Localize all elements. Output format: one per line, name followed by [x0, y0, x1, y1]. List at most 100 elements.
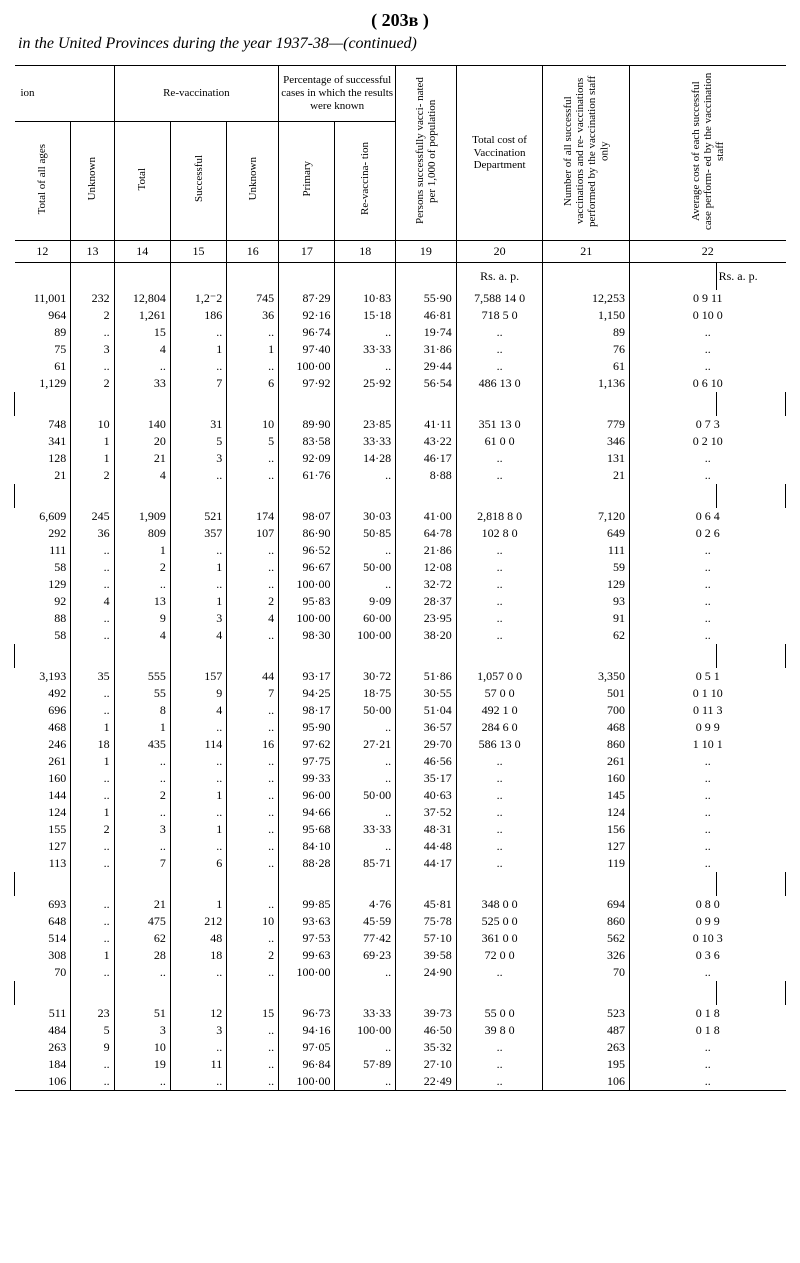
table-cell: 97·92	[279, 375, 335, 392]
colnum: 22	[630, 240, 786, 262]
table-cell: 0 6 10	[630, 375, 786, 392]
table-cell: ..	[71, 913, 114, 930]
table-cell: 48·31	[396, 821, 457, 838]
table-cell: 95·68	[279, 821, 335, 838]
table-cell: ..	[227, 1056, 279, 1073]
table-cell: ..	[630, 341, 786, 358]
table-cell: 12	[170, 1005, 226, 1022]
table-cell: ..	[335, 1039, 396, 1056]
table-cell: 39·58	[396, 947, 457, 964]
table-cell: 98·17	[279, 702, 335, 719]
table-row: 2124....61·76..8·88..21..	[15, 467, 786, 484]
table-cell: 5	[71, 1022, 114, 1039]
table-row: 74810140311089·9023·8541·11351 13 07790 …	[15, 416, 786, 433]
table-cell: ..	[227, 770, 279, 787]
table-cell: ..	[170, 467, 226, 484]
table-cell: 64·78	[396, 525, 457, 542]
table-cell: 37·52	[396, 804, 457, 821]
table-cell: 3	[170, 1022, 226, 1039]
table-cell: 20	[114, 433, 170, 450]
table-cell: ..	[630, 627, 786, 644]
table-cell: ..	[71, 324, 114, 341]
table-cell: 99·85	[279, 896, 335, 913]
table-cell: ..	[170, 358, 226, 375]
table-cell: ..	[456, 559, 543, 576]
table-cell: 36	[227, 307, 279, 324]
table-cell: 29·70	[396, 736, 457, 753]
table-cell: 1	[71, 753, 114, 770]
header-revaccination: Re-vaccination	[114, 66, 279, 122]
table-cell: 19	[114, 1056, 170, 1073]
table-cell: ..	[71, 559, 114, 576]
table-cell: ..	[114, 576, 170, 593]
table-cell: 468	[543, 719, 630, 736]
table-row: 2611......97·75..46·56..261..	[15, 753, 786, 770]
header-unknown-2: Unknown	[227, 121, 279, 240]
table-cell: 21	[15, 467, 71, 484]
table-cell: ..	[335, 719, 396, 736]
table-cell: 89·90	[279, 416, 335, 433]
table-cell: 157	[170, 668, 226, 685]
table-cell: 61	[15, 358, 71, 375]
table-cell: 809	[114, 525, 170, 542]
table-cell: 129	[543, 576, 630, 593]
table-cell: 100·00	[279, 358, 335, 375]
table-cell: ..	[630, 1039, 786, 1056]
table-cell: 1	[170, 341, 226, 358]
table-cell: 3,193	[15, 668, 71, 685]
table-cell: 30·72	[335, 668, 396, 685]
table-cell: 11,001	[15, 290, 71, 307]
table-cell: 75·78	[396, 913, 457, 930]
table-cell: 145	[543, 787, 630, 804]
table-row: 46811....95·90..36·57284 6 04680 9 9	[15, 719, 786, 736]
table-cell: 106	[15, 1073, 71, 1091]
table-cell: 4	[170, 627, 226, 644]
header-percentage-block: Percentage of successful cases in which …	[279, 66, 396, 122]
table-cell: ..	[630, 964, 786, 981]
table-cell: 31·86	[396, 341, 457, 358]
table-cell: 18	[71, 736, 114, 753]
table-cell: 1	[71, 804, 114, 821]
table-cell: 97·75	[279, 753, 335, 770]
table-cell: 29·44	[396, 358, 457, 375]
colnum: 13	[71, 240, 114, 262]
table-cell: 23·85	[335, 416, 396, 433]
table-cell: 93·63	[279, 913, 335, 930]
table-cell: 326	[543, 947, 630, 964]
table-cell: 511	[15, 1005, 71, 1022]
table-cell: ..	[227, 855, 279, 872]
table-cell: 14·28	[335, 450, 396, 467]
table-cell: 2	[227, 593, 279, 610]
table-cell: 486 13 0	[456, 375, 543, 392]
table-cell: ..	[456, 341, 543, 358]
table-cell: 6	[227, 375, 279, 392]
table-cell: 95·90	[279, 719, 335, 736]
table-cell: 51·86	[396, 668, 457, 685]
table-cell: 521	[170, 508, 226, 525]
table-cell: 97·53	[279, 930, 335, 947]
table-cell: 263	[543, 1039, 630, 1056]
table-cell: 33·33	[335, 1005, 396, 1022]
table-cell: 4	[114, 341, 170, 358]
table-cell: 41·11	[396, 416, 457, 433]
table-cell: 23	[71, 1005, 114, 1022]
table-cell: 21·86	[396, 542, 457, 559]
table-cell: 9	[170, 685, 226, 702]
table-row: 106........100·00..22·49..106..	[15, 1073, 786, 1091]
table-row: 1241......94·66..37·52..124..	[15, 804, 786, 821]
table-cell: 0 5 1	[630, 668, 786, 685]
table-cell: 99·33	[279, 770, 335, 787]
table-cell: 15	[114, 324, 170, 341]
table-cell: 261	[543, 753, 630, 770]
table-cell: 261	[15, 753, 71, 770]
table-cell: 106	[543, 1073, 630, 1091]
table-cell: 30·03	[335, 508, 396, 525]
table-cell: 50·85	[335, 525, 396, 542]
table-cell: 56·54	[396, 375, 457, 392]
table-cell: 308	[15, 947, 71, 964]
table-cell: 46·81	[396, 307, 457, 324]
table-cell: 36	[71, 525, 114, 542]
table-cell: ..	[71, 542, 114, 559]
table-cell: 160	[15, 770, 71, 787]
table-cell: 96·74	[279, 324, 335, 341]
